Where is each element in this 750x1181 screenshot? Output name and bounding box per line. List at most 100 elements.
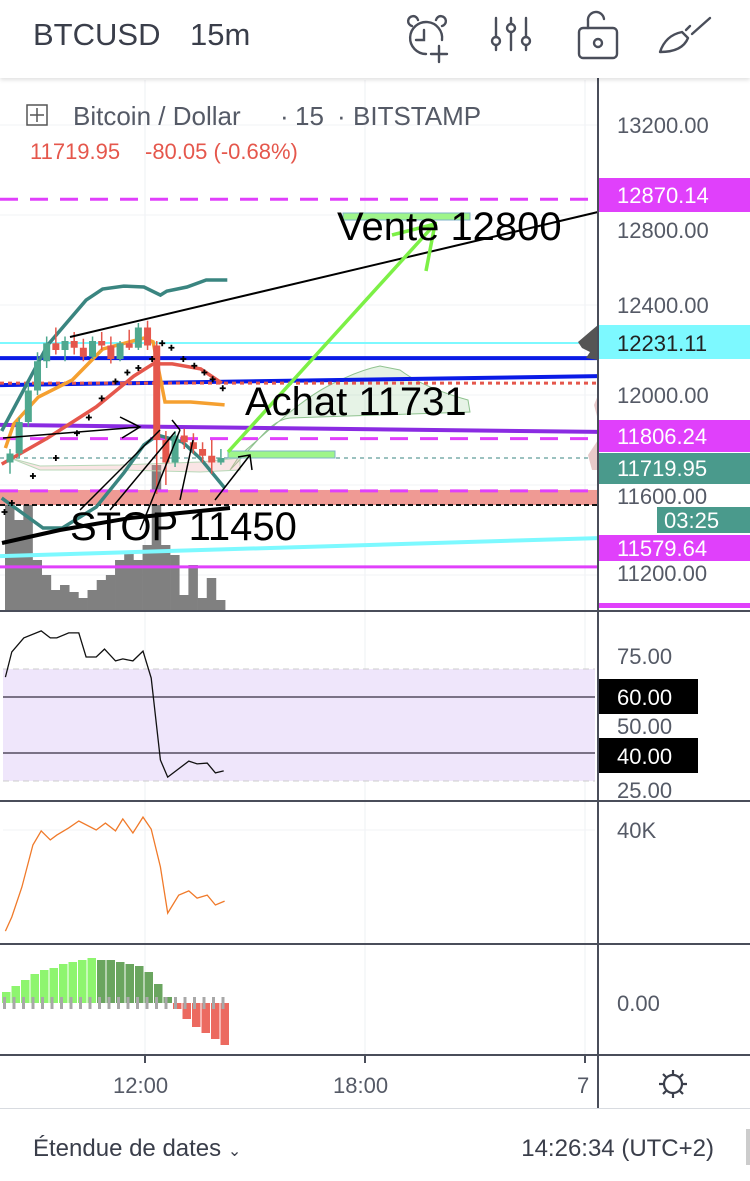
histogram-bar [40, 970, 49, 1003]
parabolic-sar-dot [1, 509, 8, 515]
candle-body[interactable] [89, 341, 97, 357]
brush-icon[interactable] [656, 10, 712, 66]
trendline-black-thick[interactable] [1, 506, 231, 545]
plus-glyph [30, 108, 44, 122]
volume-bar [23, 493, 33, 610]
candle-body[interactable] [52, 343, 60, 350]
annotation-arrow[interactable] [2, 416, 142, 439]
annotation-arrow[interactable] [179, 439, 194, 501]
candle-body[interactable] [98, 341, 106, 346]
volume-bar [50, 590, 61, 610]
candle-body[interactable] [162, 440, 170, 463]
histogram-bar [87, 958, 96, 1003]
histogram-zero-marker [202, 997, 206, 1009]
timeframe-button[interactable]: 15m [190, 17, 251, 52]
time-tick: 7 [577, 1073, 589, 1098]
histogram-bar [21, 980, 30, 1003]
rsi-pane[interactable] [3, 630, 595, 782]
unlock-icon[interactable] [570, 10, 626, 66]
price-tick: 12400.00 [617, 293, 709, 318]
candle-body[interactable] [171, 435, 179, 463]
bollinger-upper[interactable] [0, 278, 228, 432]
oscillator-pane[interactable] [3, 815, 595, 932]
volume-bar [78, 598, 88, 610]
annotation-arrow[interactable] [214, 454, 253, 501]
scroll-edge [746, 1129, 750, 1165]
candle-body[interactable] [34, 361, 42, 391]
candle-body[interactable] [61, 341, 69, 350]
price-tick: 11600.00 [617, 484, 707, 509]
bar-countdown-badge [657, 507, 750, 533]
target-arrow[interactable] [226, 221, 438, 454]
legend-title: Bitcoin / Dollar [73, 101, 241, 131]
candle-body[interactable] [153, 345, 161, 441]
legend-sep: · [280, 101, 289, 131]
stop-zone[interactable] [0, 489, 598, 506]
histogram-bar [78, 960, 87, 1003]
price-badge-clipped [599, 603, 750, 608]
histogram-bar [220, 1003, 229, 1045]
histogram-zero-marker [117, 997, 120, 1009]
annotation-arrow[interactable] [139, 419, 181, 531]
trendline-black[interactable] [69, 211, 599, 338]
volume-bar [133, 560, 143, 610]
histogram-tick: 0.00 [617, 991, 660, 1016]
candle-body[interactable] [43, 343, 51, 362]
expand-legend-icon[interactable] [26, 104, 48, 126]
annotation-arrow[interactable] [109, 431, 176, 511]
parabolic-sar-dot [201, 369, 208, 376]
histogram-zero-marker [174, 997, 177, 1009]
volume-bar [179, 595, 189, 610]
candle-body[interactable] [189, 442, 197, 449]
candle-body[interactable] [6, 453, 14, 463]
purple-trendline[interactable] [0, 422, 599, 434]
chart-settings-icon[interactable] [659, 1070, 687, 1098]
target-box[interactable] [342, 212, 471, 221]
histogram-pane[interactable] [2, 958, 229, 1045]
annotation-arrow[interactable] [79, 429, 161, 511]
stop-annotation[interactable]: STOP 11450 [70, 505, 297, 549]
candle-body[interactable] [15, 422, 23, 454]
histogram-zero-marker [221, 997, 225, 1009]
candle-body[interactable] [79, 347, 87, 357]
moving-average-red[interactable] [0, 362, 223, 466]
price-tick: 12000.00 [617, 383, 709, 408]
clock-timezone[interactable]: 14:26:34 (UTC+2) [521, 1135, 714, 1162]
histogram-zero-marker [98, 997, 101, 1009]
candle-body[interactable] [107, 345, 115, 360]
sell-annotation[interactable]: Vente 12800 [337, 205, 562, 249]
date-range-button[interactable]: Étendue de dates ⌄ [33, 1135, 241, 1163]
candle-body[interactable] [208, 455, 216, 463]
cyan-trendline[interactable] [0, 536, 599, 559]
parabolic-sar-dot [219, 385, 226, 392]
volume-bar [170, 555, 180, 610]
entry-box[interactable] [227, 450, 336, 459]
symbol-button[interactable]: BTCUSD [33, 17, 161, 52]
buy-annotation[interactable]: Achat 11731 [245, 380, 467, 424]
drawings[interactable]: Vente 12800 Achat 11731 STOP 11450 [1, 205, 599, 549]
candle-body[interactable] [24, 390, 32, 423]
candle-body[interactable] [116, 343, 124, 359]
price-badge-label: 11719.95 [617, 456, 707, 481]
price-tick: 11200.00 [617, 561, 707, 586]
candle-body[interactable] [180, 435, 188, 443]
candle-body[interactable] [134, 327, 142, 348]
bollinger-lower[interactable] [0, 433, 226, 530]
oscillator-line[interactable] [4, 815, 225, 932]
price-pane[interactable] [0, 197, 599, 610]
indicators-sliders-icon[interactable] [484, 10, 540, 66]
histogram-bar [192, 1003, 201, 1027]
candle-body[interactable] [217, 458, 225, 463]
candle-body[interactable] [70, 341, 78, 348]
rsi-line[interactable] [4, 630, 224, 779]
candle-body[interactable] [199, 449, 207, 456]
histogram-zero-marker [69, 997, 73, 1009]
histogram-bar [97, 960, 106, 1003]
alarm-add-icon[interactable] [400, 10, 456, 66]
candle-body[interactable] [125, 343, 133, 348]
volume-profile [578, 325, 598, 360]
candle-body[interactable] [144, 327, 152, 346]
histogram-zero-marker [88, 997, 92, 1009]
oscillator-tick: 40K [617, 818, 656, 843]
